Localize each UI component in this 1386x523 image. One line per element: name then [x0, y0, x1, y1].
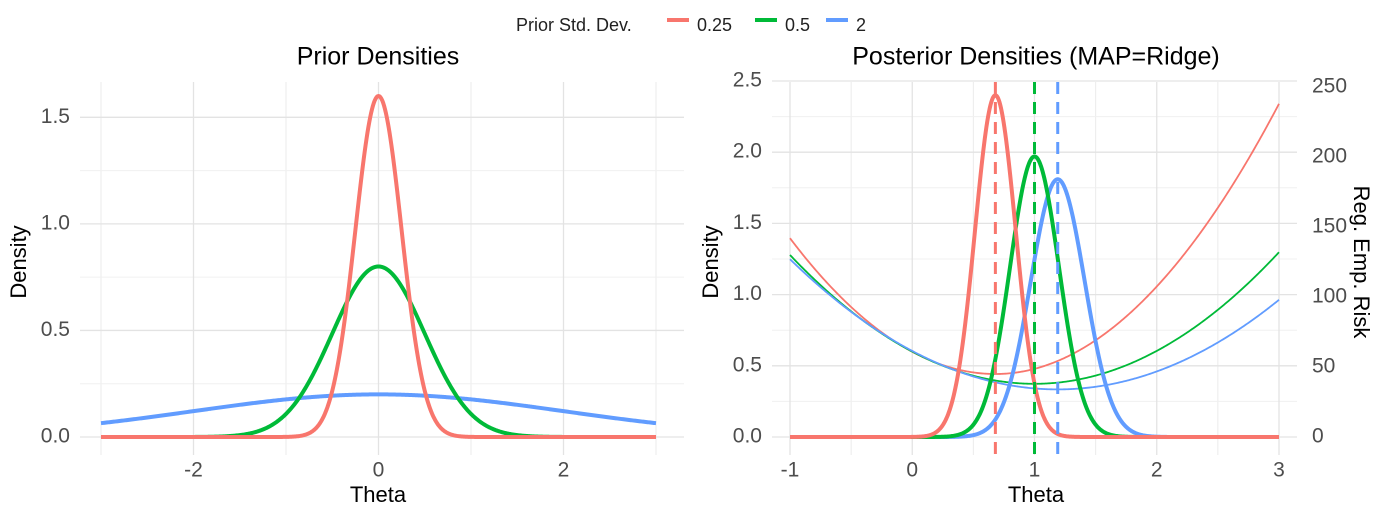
y-tick-label: 0.5 [41, 318, 70, 341]
x-tick-label: 0 [906, 459, 918, 482]
y-tick-label: 0.5 [733, 353, 762, 376]
legend-label-0: 0.25 [697, 15, 732, 35]
map-lines [993, 82, 1060, 455]
y-tick-label: 1.5 [41, 105, 70, 128]
y-tick-label: 2.0 [733, 140, 762, 163]
posterior-title: Posterior Densities (MAP=Ridge) [852, 43, 1220, 71]
legend-label-2: 2 [856, 15, 866, 35]
y-tick-label: 0.0 [41, 425, 70, 448]
x-tick-label: 2 [558, 459, 570, 482]
prior-densities-panel: -2 0 2 0.0 0.5 1.0 1.5 Prior Densities Theta D… [6, 43, 684, 507]
prior-xlabel: Theta [350, 482, 407, 507]
y-right-tick-label: 200 [1312, 145, 1347, 168]
legend: Prior Std. Dev. 0.25 0.5 2 [516, 15, 866, 35]
prior-tick-labels: -2 0 2 0.0 0.5 1.0 1.5 [41, 105, 570, 482]
prior-line-2 [99, 392, 658, 426]
legend-label-1: 0.5 [785, 15, 810, 35]
y-right-tick-label: 0 [1312, 425, 1324, 448]
y-tick-label: 1.5 [733, 211, 762, 234]
prior-density-lines [99, 94, 658, 439]
y-right-tick-label: 150 [1312, 215, 1347, 238]
x-tick-label: -1 [781, 459, 800, 482]
posterior-tick-labels: -1 0 1 2 3 0.0 0.5 1.0 1.5 2.0 2.5 0 50 100 150 200 250 [733, 69, 1347, 482]
prior-line-0.25 [99, 94, 658, 439]
y-tick-label: 0.0 [733, 425, 762, 448]
prior-ylabel: Density [6, 225, 31, 298]
y-right-tick-label: 50 [1312, 355, 1335, 378]
posterior-xlabel: Theta [1008, 482, 1065, 507]
x-tick-label: 0 [373, 459, 385, 482]
x-tick-label: -2 [184, 459, 203, 482]
y-tick-label: 1.0 [733, 282, 762, 305]
x-tick-label: 3 [1273, 459, 1285, 482]
y-right-tick-label: 100 [1312, 285, 1347, 308]
y-tick-label: 1.0 [41, 211, 70, 234]
posterior-grid [772, 80, 1297, 455]
prior-title: Prior Densities [297, 43, 460, 71]
y-right-tick-label: 250 [1312, 75, 1347, 98]
legend-title: Prior Std. Dev. [516, 15, 632, 35]
posterior-ylabel: Density [698, 225, 723, 298]
x-tick-label: 1 [1029, 459, 1041, 482]
y-tick-label: 2.5 [733, 69, 762, 92]
x-tick-label: 2 [1151, 459, 1163, 482]
posterior-densities-panel: -1 0 1 2 30.00.51.01.52.02.5050100150200250 … [698, 43, 1374, 507]
posterior-ylabel-right: Reg. Emp. Risk [1349, 186, 1374, 340]
